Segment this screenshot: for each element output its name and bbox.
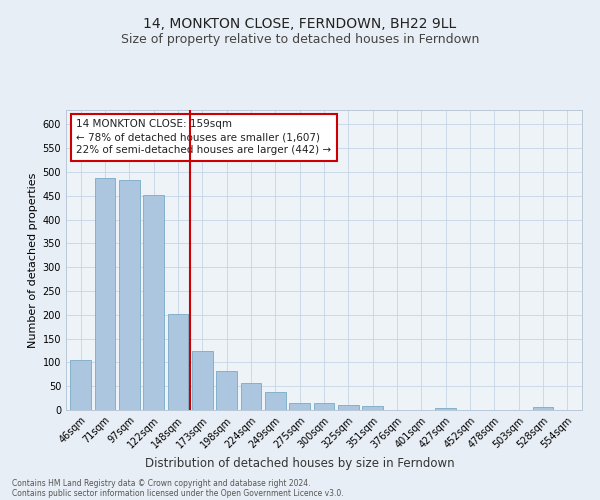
Bar xyxy=(289,403,310,410)
Bar xyxy=(314,403,334,410)
Bar xyxy=(216,371,237,410)
Text: Contains HM Land Registry data © Crown copyright and database right 2024.: Contains HM Land Registry data © Crown c… xyxy=(12,479,311,488)
Text: 14 MONKTON CLOSE: 159sqm
← 78% of detached houses are smaller (1,607)
22% of sem: 14 MONKTON CLOSE: 159sqm ← 78% of detach… xyxy=(76,119,331,156)
Bar xyxy=(119,180,140,410)
Text: Contains public sector information licensed under the Open Government Licence v3: Contains public sector information licen… xyxy=(12,489,344,498)
Bar xyxy=(70,360,91,410)
Y-axis label: Number of detached properties: Number of detached properties xyxy=(28,172,38,348)
Bar xyxy=(167,314,188,410)
Bar xyxy=(95,178,115,410)
Text: Distribution of detached houses by size in Ferndown: Distribution of detached houses by size … xyxy=(145,458,455,470)
Bar xyxy=(192,352,212,410)
Bar xyxy=(533,406,553,410)
Bar xyxy=(241,383,262,410)
Text: Size of property relative to detached houses in Ferndown: Size of property relative to detached ho… xyxy=(121,32,479,46)
Bar xyxy=(338,405,359,410)
Bar xyxy=(362,406,383,410)
Text: 14, MONKTON CLOSE, FERNDOWN, BH22 9LL: 14, MONKTON CLOSE, FERNDOWN, BH22 9LL xyxy=(143,18,457,32)
Bar xyxy=(436,408,456,410)
Bar xyxy=(265,392,286,410)
Bar xyxy=(143,195,164,410)
